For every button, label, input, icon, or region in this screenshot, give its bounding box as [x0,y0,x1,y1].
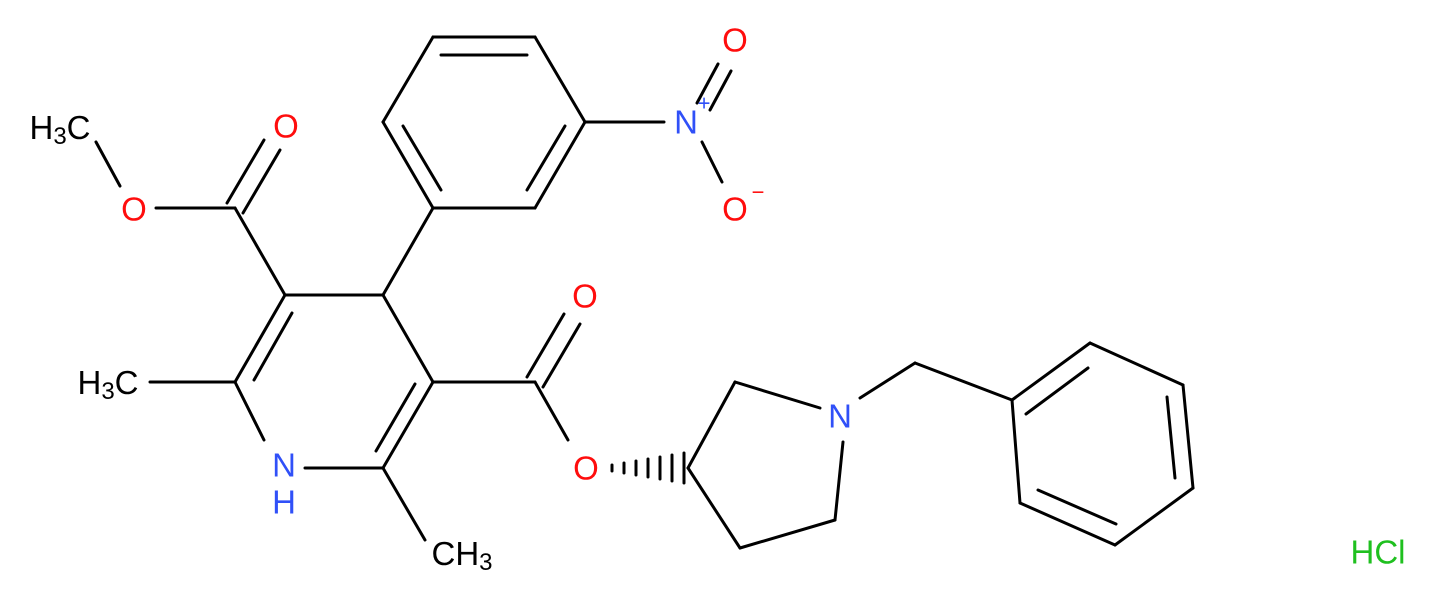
label-part: CH [431,535,479,572]
atom-labels: H3C O O N + O O − H3C N H CH3 O O N HCl [29,22,1405,576]
atom-label: O [121,191,147,228]
atom-label: O [722,191,748,228]
atom-label: CH3 [431,535,492,576]
atom-label: N [674,104,698,141]
label-part: C [67,109,91,146]
bonds [94,35,1195,550]
atom-label: O [273,108,299,145]
atom-label: O [722,22,748,59]
atom-charge: − [752,180,765,205]
atom-label: N [272,447,296,484]
label-part: H [29,109,53,146]
label-part: H [77,364,101,401]
label-part: 3 [479,549,492,576]
atom-label: N [828,398,852,435]
atom-charge: + [698,91,711,116]
label-part: 3 [101,378,114,405]
atom-label: H3C [29,109,90,150]
atom-label: H [272,484,296,521]
salt-label: HCl [1351,534,1406,571]
atom-label: O [573,450,599,487]
atom-label: O [572,278,598,315]
label-part: C [115,364,139,401]
atom-label: H3C [77,364,138,405]
label-part: 3 [53,123,66,150]
